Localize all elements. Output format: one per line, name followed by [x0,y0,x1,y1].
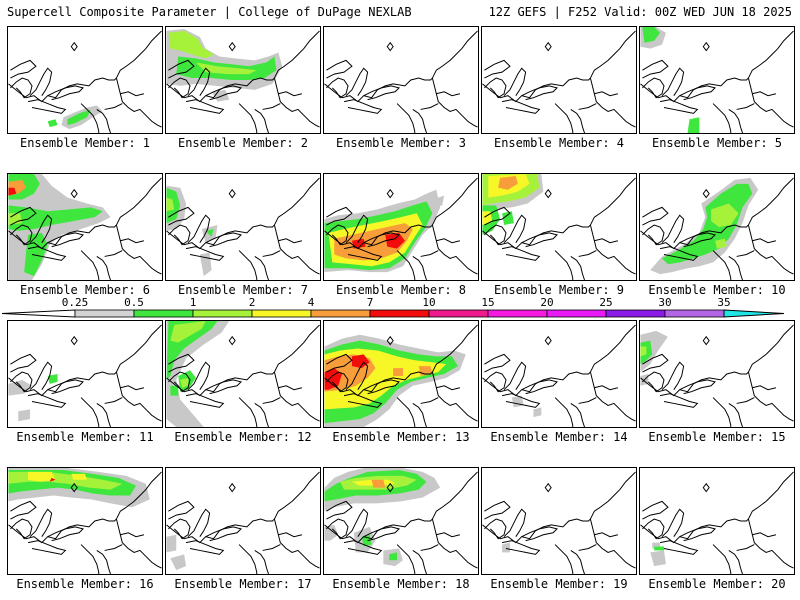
ensemble-member-map-12 [165,320,321,428]
ensemble-member-label: Ensemble Member: 11 [16,430,154,444]
colorbar-tick-label: 10 [422,296,436,309]
colorbar-swatch [664,309,725,318]
colorbar [1,309,785,318]
ensemble-member-map-16 [7,467,163,575]
ensemble-member-label: Ensemble Member: 8 [335,283,467,297]
ensemble-member-map-9 [481,173,637,281]
colorbar-tick-label: 4 [307,296,315,309]
ensemble-member-map-19 [481,467,637,575]
ensemble-member-label: Ensemble Member: 15 [648,430,786,444]
ensemble-member-label: Ensemble Member: 4 [493,136,625,150]
colorbar-swatch [192,309,253,318]
ensemble-member-label: Ensemble Member: 10 [648,283,786,297]
colorbar-tick-label: 1 [189,296,197,309]
ensemble-member-label: Ensemble Member: 1 [19,136,151,150]
colorbar-tick-label: 35 [717,296,731,309]
colorbar-swatch [487,309,548,318]
ensemble-member-map-18 [323,467,479,575]
ensemble-member-label: Ensemble Member: 5 [651,136,783,150]
ensemble-member-map-7 [165,173,321,281]
ensemble-member-map-6 [7,173,163,281]
ensemble-member-label: Ensemble Member: 6 [19,283,151,297]
ensemble-member-label: Ensemble Member: 16 [16,577,154,591]
colorbar-tick-label: 0.5 [124,296,144,309]
ensemble-member-label: Ensemble Member: 13 [332,430,470,444]
ensemble-member-map-5 [639,26,795,134]
colorbar-tick-label: 20 [540,296,554,309]
colorbar-swatch [310,309,371,318]
ensemble-member-label: Ensemble Member: 14 [490,430,628,444]
ensemble-member-label: Ensemble Member: 12 [174,430,312,444]
colorbar-swatch [251,309,312,318]
ensemble-member-map-15 [639,320,795,428]
colorbar-swatch [428,309,489,318]
colorbar-swatch [133,309,194,318]
ensemble-member-map-4 [481,26,637,134]
ensemble-member-map-3 [323,26,479,134]
ensemble-member-map-8 [323,173,479,281]
colorbar-tick-label: 25 [599,296,613,309]
ensemble-member-label: Ensemble Member: 20 [648,577,786,591]
title-right: 12Z GEFS | F252 Valid: 00Z WED JUN 18 20… [488,5,792,19]
colorbar-swatch [369,309,430,318]
ensemble-member-map-13 [323,320,479,428]
ensemble-member-label: Ensemble Member: 3 [335,136,467,150]
colorbar-swatch [546,309,607,318]
ensemble-member-label: Ensemble Member: 17 [174,577,312,591]
ensemble-member-map-14 [481,320,637,428]
ensemble-member-map-1 [7,26,163,134]
ensemble-member-map-10 [639,173,795,281]
ensemble-member-map-2 [165,26,321,134]
colorbar-swatch [74,309,135,318]
ensemble-member-label: Ensemble Member: 2 [177,136,309,150]
colorbar-swatch [605,309,666,318]
colorbar-tick-label: 7 [366,296,374,309]
ensemble-member-map-17 [165,467,321,575]
colorbar-over-triangle [723,309,785,318]
ensemble-member-label: Ensemble Member: 9 [493,283,625,297]
colorbar-tick-label: 0.25 [61,296,89,309]
ensemble-member-label: Ensemble Member: 7 [177,283,309,297]
ensemble-member-map-11 [7,320,163,428]
colorbar-under-triangle [1,309,76,318]
colorbar-tick-label: 2 [248,296,256,309]
colorbar-tick-label: 30 [658,296,672,309]
title-left: Supercell Composite Parameter | College … [7,5,412,19]
ensemble-member-map-20 [639,467,795,575]
colorbar-tick-label: 15 [481,296,495,309]
ensemble-member-label: Ensemble Member: 19 [490,577,628,591]
ensemble-member-label: Ensemble Member: 18 [332,577,470,591]
